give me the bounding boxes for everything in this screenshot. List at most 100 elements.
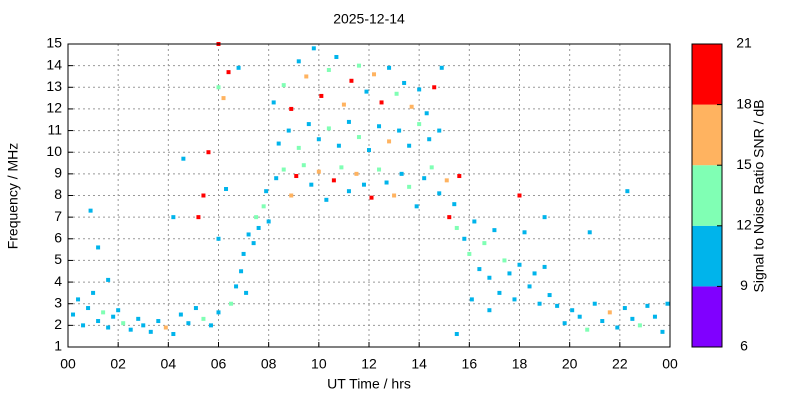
point <box>477 267 482 272</box>
point <box>101 310 106 315</box>
point <box>326 126 331 131</box>
y-tick-label: 1 <box>54 338 62 354</box>
point <box>86 306 91 311</box>
point <box>660 329 665 334</box>
point <box>121 321 126 326</box>
point <box>487 308 492 313</box>
colorbar-tick-label: 12 <box>736 217 752 233</box>
point <box>399 171 404 176</box>
point <box>630 316 635 321</box>
point <box>429 165 434 170</box>
point <box>387 139 392 144</box>
point <box>482 241 487 246</box>
x-tick-label: 16 <box>462 356 478 372</box>
y-tick-label: 4 <box>54 273 62 289</box>
y-tick-label: 10 <box>46 143 62 159</box>
point <box>136 316 141 321</box>
point <box>452 202 457 207</box>
point <box>467 251 472 256</box>
colorbar-segment <box>692 104 722 166</box>
point <box>244 290 249 295</box>
point <box>91 290 96 295</box>
point <box>652 314 657 319</box>
point <box>417 122 422 127</box>
point <box>216 236 221 241</box>
point <box>472 219 477 224</box>
colorbar-segment <box>692 225 722 287</box>
point <box>542 264 547 269</box>
point <box>309 182 314 187</box>
point <box>128 327 133 332</box>
x-tick-label: 08 <box>261 356 277 372</box>
point <box>522 230 527 235</box>
y-tick-label: 14 <box>46 56 62 72</box>
point <box>487 275 492 280</box>
point <box>106 325 111 330</box>
x-axis-label: UT Time / hrs <box>327 376 411 392</box>
point <box>281 167 286 172</box>
point <box>324 197 329 202</box>
point <box>201 316 206 321</box>
point <box>241 251 246 256</box>
point <box>294 174 299 179</box>
point <box>570 308 575 313</box>
point <box>336 143 341 148</box>
point <box>527 284 532 289</box>
point <box>341 102 346 107</box>
point <box>372 72 377 77</box>
point <box>304 74 309 79</box>
point <box>387 65 392 70</box>
point <box>517 193 522 198</box>
point <box>276 141 281 146</box>
point <box>88 208 93 213</box>
point <box>407 184 412 189</box>
colorbar-frame <box>691 43 723 348</box>
point <box>384 180 389 185</box>
point <box>239 269 244 274</box>
point <box>424 111 429 116</box>
point <box>502 258 507 263</box>
point <box>76 297 81 302</box>
point <box>216 310 221 315</box>
colorbar-tick-label: 18 <box>736 95 752 111</box>
point <box>148 329 153 334</box>
point <box>306 122 311 127</box>
point <box>226 70 231 75</box>
point <box>600 319 605 324</box>
point <box>331 178 336 183</box>
point <box>316 137 321 142</box>
point <box>111 314 116 319</box>
point <box>156 319 161 324</box>
point <box>439 65 444 70</box>
point <box>271 100 276 105</box>
point <box>326 67 331 72</box>
point <box>251 241 256 246</box>
point <box>392 193 397 198</box>
point <box>256 225 261 230</box>
point <box>96 245 101 250</box>
x-tick-label: 02 <box>110 356 126 372</box>
point <box>206 150 211 155</box>
point <box>377 124 382 129</box>
y-tick-label: 12 <box>46 100 62 116</box>
y-tick-label: 8 <box>54 186 62 202</box>
y-tick-label: 6 <box>54 229 62 245</box>
point <box>296 145 301 150</box>
point <box>264 189 269 194</box>
point <box>216 85 221 90</box>
y-tick-label: 15 <box>46 35 62 51</box>
point <box>281 83 286 88</box>
point <box>261 204 266 209</box>
point <box>454 225 459 230</box>
point <box>354 171 359 176</box>
point <box>447 215 452 220</box>
point <box>457 174 462 179</box>
x-tick-label: 12 <box>361 356 377 372</box>
point <box>254 215 259 220</box>
point <box>637 323 642 328</box>
point <box>208 323 213 328</box>
point <box>417 87 422 92</box>
point <box>585 327 590 332</box>
point <box>186 321 191 326</box>
y-tick-label: 3 <box>54 294 62 310</box>
